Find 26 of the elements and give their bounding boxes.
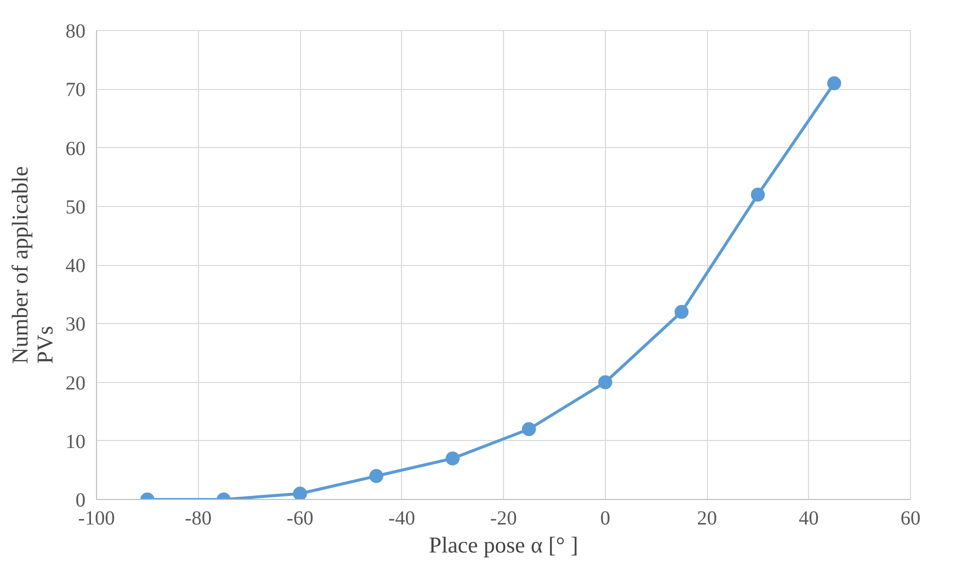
x-axis-title: Place pose α [° ] xyxy=(428,532,578,558)
x-tick-label: -20 xyxy=(490,508,517,530)
y-tick-label: 70 xyxy=(66,79,86,102)
x-tick-label: 20 xyxy=(697,508,717,530)
x-tick-label: 0 xyxy=(600,508,610,530)
x-tick-label: 40 xyxy=(798,508,819,530)
point xyxy=(674,304,689,319)
x-tick-label: -80 xyxy=(184,508,212,530)
y-tick-label: 50 xyxy=(66,196,86,218)
point xyxy=(522,422,536,436)
y-tick-label: 30 xyxy=(66,314,86,336)
point xyxy=(446,451,460,466)
y-tick-label: 80 xyxy=(66,20,86,42)
point xyxy=(750,188,765,202)
point xyxy=(293,486,307,500)
x-tick-label: 60 xyxy=(900,508,920,530)
point xyxy=(598,375,612,390)
x-tick-label: -40 xyxy=(388,508,416,530)
y-tick-label: 60 xyxy=(66,138,86,160)
y-tick-label: 40 xyxy=(66,255,86,277)
y-axis-title: Number of applicable PVs xyxy=(8,166,58,364)
point xyxy=(369,469,384,484)
point xyxy=(827,76,842,90)
y-tick-label: 20 xyxy=(66,372,86,394)
x-tick-label: -60 xyxy=(286,508,314,530)
y-tick-label: 10 xyxy=(66,430,86,453)
